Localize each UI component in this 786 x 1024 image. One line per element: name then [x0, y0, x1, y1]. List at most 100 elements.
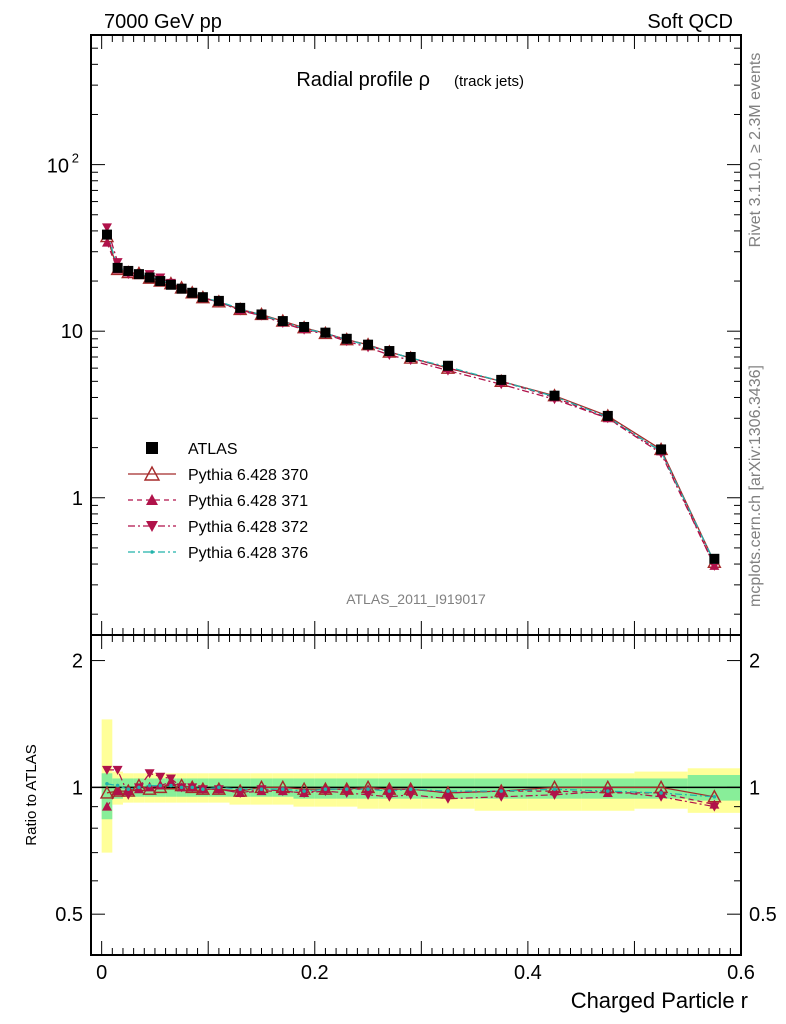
y-tick-label: 1 — [72, 488, 83, 510]
x-tick-label: 0.2 — [301, 962, 329, 984]
mcplots-label: mcplots.cern.ch [arXiv:1306.3436] — [747, 365, 764, 607]
series-line-2 — [106, 242, 715, 567]
data-point-pythia-372 — [213, 785, 224, 795]
y-tick-label-power-base: 10 — [47, 156, 69, 178]
data-point-pythia-376 — [238, 787, 242, 792]
data-point-pythia-376 — [179, 785, 184, 790]
data-point-pythia-376 — [105, 781, 109, 786]
x-axis-label: Charged Particle r — [571, 988, 748, 1013]
data-point-pythia-376 — [147, 783, 152, 788]
ratio-y-tick-label-right: 2 — [749, 651, 760, 673]
data-point-atlas — [341, 333, 352, 344]
data-point-pythia-376 — [659, 791, 663, 795]
ratio-series-layer — [99, 765, 722, 812]
data-point-pythia-376 — [190, 785, 195, 790]
data-point-pythia-372 — [549, 790, 560, 800]
data-point-pythia-376 — [217, 785, 221, 790]
data-point-atlas — [213, 295, 224, 306]
ratio-series-line-1 — [106, 781, 715, 807]
data-point-atlas — [277, 316, 288, 327]
analysis-watermark: ATLAS_2011_I919017 — [346, 591, 486, 607]
data-point-pythia-372 — [123, 790, 134, 800]
data-point-atlas — [602, 410, 613, 421]
data-point-atlas — [146, 442, 158, 454]
data-point-pythia-376 — [115, 783, 120, 788]
data-point-pythia-372 — [101, 223, 112, 233]
data-point-atlas — [144, 272, 155, 283]
data-point-atlas — [363, 339, 374, 350]
data-point-pythia-376 — [150, 550, 154, 554]
data-point-pythia-376 — [281, 787, 285, 792]
ratio-y-tick-label-left: 1 — [72, 777, 83, 799]
data-point-atlas — [656, 444, 667, 455]
uncertainty-band-green — [101, 773, 113, 820]
data-point-atlas — [549, 390, 560, 401]
header-category-label: Soft QCD — [647, 11, 733, 33]
legend: ATLAS Pythia 6.428 370 Pythia 6.428 371 Pyt… — [128, 441, 308, 562]
data-point-pythia-372 — [405, 790, 416, 800]
ratio-y-tick-label-right: 1 — [749, 777, 760, 799]
data-point-pythia-372 — [363, 790, 374, 800]
rivet-version-label: Rivet 3.1.10, ≥ 2.3M events — [747, 53, 764, 248]
data-point-atlas — [155, 276, 166, 287]
data-point-pythia-372 — [165, 774, 176, 784]
main-panel: Radial profile ρ (track jets) ATLAS_2011… — [47, 34, 742, 636]
data-point-pythia-371 — [146, 494, 158, 505]
data-point-atlas — [112, 262, 123, 273]
series-line-3 — [106, 227, 715, 567]
data-point-pythia-376 — [201, 787, 205, 792]
data-point-pythia-376 — [323, 787, 328, 792]
data-point-pythia-372 — [496, 792, 507, 802]
data-point-pythia-372 — [101, 765, 112, 775]
ratio-axis-ticks: 0.5 0.5 1 1 2 2 0 0.2 0.4 0.6 — [55, 635, 777, 984]
data-point-pythia-372 — [155, 772, 166, 782]
series-line-1 — [106, 236, 715, 563]
x-tick-label: 0.4 — [514, 962, 542, 984]
data-point-pythia-376 — [302, 789, 306, 793]
data-point-atlas — [256, 309, 267, 320]
data-point-pythia-372 — [709, 561, 720, 571]
data-point-pythia-372 — [112, 258, 123, 268]
ratio-y-tick-label-left: 2 — [72, 651, 83, 673]
data-point-pythia-376 — [552, 787, 557, 792]
data-point-atlas — [197, 292, 208, 303]
data-point-pythia-372 — [144, 769, 155, 779]
data-point-atlas — [496, 374, 507, 385]
data-point-atlas — [187, 287, 198, 298]
y-tick-label-power-exp: 2 — [72, 151, 79, 166]
data-point-pythia-376 — [366, 787, 370, 792]
legend-label-1: Pythia 6.428 370 — [188, 467, 308, 484]
data-point-atlas — [299, 321, 310, 332]
series-line-4 — [106, 232, 715, 563]
data-point-pythia-376 — [606, 789, 610, 793]
data-point-pythia-376 — [137, 785, 141, 790]
data-point-atlas — [165, 279, 176, 290]
data-point-pythia-376 — [344, 787, 349, 792]
data-point-pythia-371 — [101, 801, 112, 811]
data-point-pythia-376 — [499, 789, 504, 793]
data-point-pythia-371 — [112, 786, 123, 796]
data-point-pythia-370 — [110, 783, 125, 797]
data-point-pythia-372 — [235, 788, 246, 798]
data-point-atlas — [176, 283, 187, 294]
header-energy-label: 7000 GeV pp — [104, 11, 222, 33]
data-point-atlas — [384, 346, 395, 357]
data-point-pythia-371 — [384, 784, 395, 794]
data-point-pythia-376 — [126, 787, 131, 792]
legend-label-0: ATLAS — [188, 441, 238, 458]
legend-label-4: Pythia 6.428 376 — [188, 545, 308, 562]
x-tick-label: 0 — [96, 962, 107, 984]
ratio-plot-frame — [90, 634, 742, 956]
data-point-atlas — [235, 302, 246, 313]
legend-label-2: Pythia 6.428 371 — [188, 493, 308, 510]
data-point-pythia-372 — [341, 788, 352, 798]
data-point-pythia-376 — [712, 794, 717, 799]
data-point-pythia-376 — [408, 787, 413, 792]
data-point-pythia-372 — [709, 802, 720, 812]
ratio-y-axis-label: Ratio to ATLAS — [23, 744, 40, 845]
data-point-pythia-376 — [169, 783, 173, 788]
data-point-pythia-370 — [143, 465, 161, 481]
data-point-atlas — [709, 553, 720, 564]
data-point-pythia-372 — [442, 794, 453, 804]
